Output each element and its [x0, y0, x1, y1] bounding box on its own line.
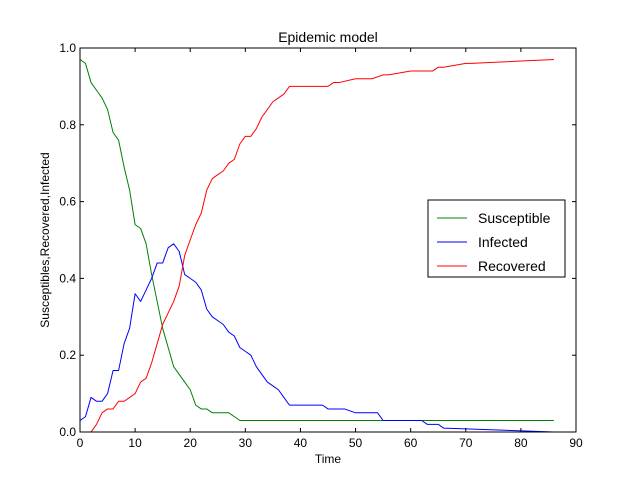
legend-label-recovered: Recovered [478, 258, 546, 274]
x-tick-label: 40 [294, 436, 308, 450]
x-tick-label: 70 [459, 436, 473, 450]
y-tick-label: 0.0 [59, 425, 76, 439]
y-tick-label: 1.0 [59, 41, 76, 55]
legend-items: Susceptible Infected Recovered [437, 210, 551, 274]
x-tick-label: 50 [349, 436, 363, 450]
x-axis-label: Time [315, 452, 342, 466]
y-tick-label: 0.4 [59, 271, 76, 285]
x-tick-label: 30 [239, 436, 253, 450]
x-tick-label: 60 [404, 436, 418, 450]
legend-box [427, 199, 566, 278]
y-tick-label: 0.8 [59, 118, 76, 132]
x-tick-label: 80 [514, 436, 528, 450]
x-tick-label: 0 [77, 436, 84, 450]
x-tick-label: 90 [569, 436, 583, 450]
legend-label-infected: Infected [478, 234, 528, 250]
y-axis-label: Susceptibles,Recovered,Infected [38, 152, 52, 327]
series-layer [79, 59, 554, 433]
chart-title: Epidemic model [278, 29, 378, 45]
plot-frame [79, 47, 577, 433]
ticks-layer: 0 10 20 30 40 50 60 70 80 90 0.0 0.2 0.4 0.6 0.8 1.0 [59, 41, 583, 450]
y-tick-label: 0.6 [59, 195, 76, 209]
y-tick-label: 0.2 [59, 348, 76, 362]
x-tick-label: 20 [184, 436, 198, 450]
series-line-susceptible [79, 59, 554, 421]
x-tick-label: 10 [128, 436, 142, 450]
legend-label-susceptible: Susceptible [478, 210, 551, 226]
series-line-infected [79, 243, 554, 433]
series-line-recovered [80, 59, 554, 433]
legend: Susceptible Infected Recovered [427, 199, 566, 278]
